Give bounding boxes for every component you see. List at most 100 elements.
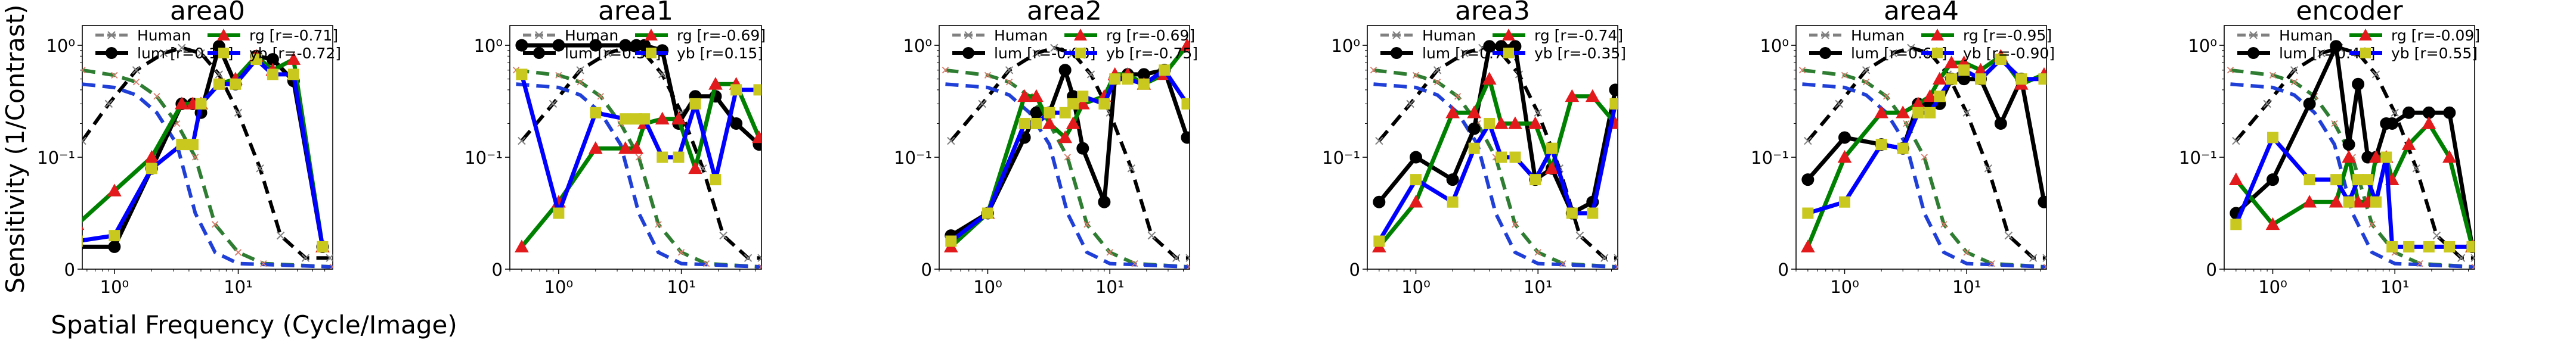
point-yb xyxy=(2362,174,2374,186)
series-yb xyxy=(2230,132,2475,252)
panel-title: area1 xyxy=(598,0,673,26)
x-tick-label: 10⁰ xyxy=(973,277,1002,297)
legend-human-label: Human xyxy=(1851,27,1905,44)
human-rg-marker xyxy=(82,67,86,74)
human-marker xyxy=(2263,99,2271,108)
y-tick-label: 10⁻¹ xyxy=(2179,148,2217,168)
human-rg-marker xyxy=(1841,71,1849,79)
point-lum xyxy=(1058,64,1072,77)
point-rg xyxy=(2368,150,2383,163)
human-rg-marker xyxy=(555,71,562,79)
x-tick-label: 10⁰ xyxy=(544,277,574,297)
legend-lum-marker xyxy=(106,47,117,59)
human-rg-marker xyxy=(655,221,662,228)
point-yb xyxy=(2423,241,2435,252)
point-rg xyxy=(2329,195,2343,208)
point-rg xyxy=(708,77,723,90)
point-rg xyxy=(1467,105,1482,119)
human-marker xyxy=(1086,70,1095,79)
human-marker xyxy=(576,66,584,74)
point-lum xyxy=(1994,117,2007,130)
point-rg xyxy=(286,52,301,65)
series-rg xyxy=(1371,71,1618,252)
legend-rg-label: rg [r=-0.74] xyxy=(1534,27,1623,44)
human-rg-marker xyxy=(2043,263,2046,269)
human-rg-marker xyxy=(1186,263,1190,269)
human-rg-marker xyxy=(1534,249,1541,256)
human-marker xyxy=(2042,254,2046,262)
point-rg xyxy=(1029,89,1044,102)
x-tick-label: 10⁰ xyxy=(2258,277,2287,297)
point-lum xyxy=(1446,173,1459,186)
x-axis-label: Spatial Frequency (Cycle/Image) xyxy=(51,310,457,339)
human-marker xyxy=(82,136,86,145)
point-yb xyxy=(2444,241,2456,252)
point-rg xyxy=(1058,130,1073,144)
point-lum xyxy=(1098,195,1111,208)
legend-yb-label: yb [r=-0.72] xyxy=(249,45,341,62)
x-tick-label: 10¹ xyxy=(2380,277,2410,297)
axes-frame xyxy=(2224,25,2475,270)
point-rg xyxy=(1944,55,1959,68)
legend-lum-marker xyxy=(533,47,545,59)
point-yb xyxy=(145,163,157,174)
point-rg xyxy=(144,150,159,163)
human-lum-curve xyxy=(949,46,1190,260)
human-marker xyxy=(518,136,526,145)
point-lum xyxy=(2330,40,2343,53)
y-tick-label: 10⁰ xyxy=(1331,36,1360,56)
point-yb xyxy=(945,235,957,247)
point-rg xyxy=(1800,239,1815,252)
point-yb xyxy=(287,68,299,80)
point-rg xyxy=(1932,71,1947,85)
human-rg-marker xyxy=(2368,221,2376,228)
y-tick-label: 0 xyxy=(2206,260,2217,280)
point-lum xyxy=(2352,77,2365,91)
point-yb xyxy=(1509,151,1521,163)
point-rg xyxy=(1408,195,1423,208)
legend-yb-marker xyxy=(218,48,229,58)
human-marker xyxy=(1460,49,1469,58)
point-rg xyxy=(1528,116,1543,129)
legend-yb-label: yb [r=-0.90] xyxy=(1963,45,2055,62)
human-marker xyxy=(1614,254,1618,262)
point-yb xyxy=(1566,207,1578,219)
human-yb-curve xyxy=(2230,82,2475,269)
human-rg-marker xyxy=(212,221,219,228)
human-lum-curve xyxy=(82,46,330,260)
human-marker xyxy=(215,70,224,79)
x-tick-label: 10¹ xyxy=(667,277,696,297)
human-rg-marker xyxy=(111,71,118,79)
point-lum xyxy=(730,117,743,130)
human-marker xyxy=(2457,254,2466,262)
point-yb xyxy=(590,107,602,119)
human-marker xyxy=(1534,108,1542,117)
human-marker xyxy=(1147,231,1156,240)
point-yb xyxy=(1924,107,1936,119)
human-rg-marker xyxy=(1454,93,1462,100)
legend-rg-marker xyxy=(645,29,658,40)
human-marker xyxy=(1172,254,1181,262)
human-rg-marker xyxy=(1862,79,1870,86)
human-yb-curve xyxy=(516,82,761,269)
legend-human-label: Human xyxy=(2279,27,2333,44)
panel-title: area0 xyxy=(170,0,245,26)
human-rg-marker xyxy=(191,154,199,161)
legend-yb-label: yb [r=-0.35] xyxy=(1534,45,1626,62)
point-yb xyxy=(553,207,565,219)
point-rg xyxy=(1874,105,1888,119)
legend-rg-marker xyxy=(217,29,230,40)
human-marker xyxy=(2317,49,2326,58)
legend-yb-label: yb [r=0.15] xyxy=(677,45,763,62)
human-marker xyxy=(276,231,285,240)
point-yb xyxy=(1030,117,1042,129)
human-marker xyxy=(178,43,186,52)
human-rg-curve xyxy=(1373,68,1618,269)
human-rg-marker xyxy=(234,249,242,256)
panel-title: encoder xyxy=(2296,0,2403,26)
